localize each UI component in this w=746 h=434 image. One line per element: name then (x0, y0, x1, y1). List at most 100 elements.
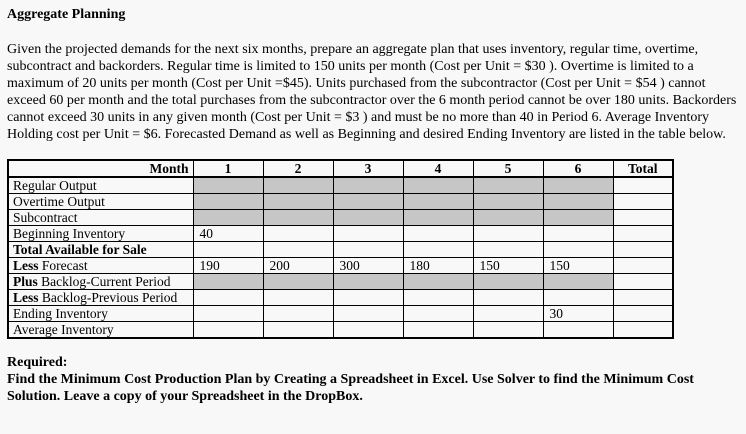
cell-less-forecast-total (612, 257, 674, 274)
cell-regular-output-total (612, 176, 674, 194)
cell-overtime-output-3 (332, 193, 404, 210)
row-label-bold-part: Less (13, 258, 39, 273)
row-label-total-available-for-sale: Total Available for Sale (7, 241, 194, 258)
cell-total-available-for-sale-3 (332, 241, 404, 258)
row-label-bold-part: Plus (13, 274, 38, 289)
cell-subcontract-3 (332, 209, 404, 226)
cell-less-backlog-previous-period-3 (332, 289, 404, 306)
required-label: Required: (7, 355, 68, 370)
cell-subcontract-6 (542, 209, 614, 226)
table-row-plus-backlog-current-period: Plus Backlog-Current Period (7, 273, 674, 290)
cell-plus-backlog-current-period-4 (402, 273, 474, 290)
table-row-regular-output: Regular Output (7, 176, 674, 194)
table-row-beginning-inventory: Beginning Inventory 40 (7, 225, 674, 242)
table-row-subcontract: Subcontract (7, 209, 674, 226)
cell-total-available-for-sale-5 (472, 241, 544, 258)
column-header-2: 2 (262, 159, 334, 178)
cell-plus-backlog-current-period-1 (192, 273, 264, 290)
cell-subcontract-2 (262, 209, 334, 226)
cell-subcontract-5 (472, 209, 544, 226)
row-label-beginning-inventory: Beginning Inventory (7, 225, 194, 242)
cell-total-available-for-sale-2 (262, 241, 334, 258)
cell-plus-backlog-current-period-total (612, 273, 674, 290)
row-label-plus-backlog-current-period: Plus Backlog-Current Period (7, 273, 194, 290)
column-header-1: 1 (192, 159, 264, 178)
cell-average-inventory-6 (542, 321, 614, 339)
cell-ending-inventory-4 (402, 305, 474, 322)
column-header-4: 4 (402, 159, 474, 178)
row-label-regular-output: Regular Output (7, 176, 194, 194)
cell-beginning-inventory-4 (402, 225, 474, 242)
cell-beginning-inventory-1: 40 (192, 225, 264, 242)
cell-regular-output-3 (332, 176, 404, 194)
aggregate-plan-table: Month 1 2 3 4 5 6 Total Regular Output Overtime… (7, 159, 674, 339)
table-row-overtime-output: Overtime Output (7, 193, 674, 210)
cell-less-backlog-previous-period-2 (262, 289, 334, 306)
required-text: Find the Minimum Cost Production Plan by… (7, 372, 694, 404)
cell-overtime-output-6 (542, 193, 614, 210)
cell-beginning-inventory-total (612, 225, 674, 242)
cell-ending-inventory-5 (472, 305, 544, 322)
cell-less-forecast-1: 190 (192, 257, 264, 274)
cell-plus-backlog-current-period-3 (332, 273, 404, 290)
cell-ending-inventory-6: 30 (542, 305, 614, 322)
cell-subcontract-total (612, 209, 674, 226)
cell-average-inventory-2 (262, 321, 334, 339)
row-label-subcontract: Subcontract (7, 209, 194, 226)
cell-overtime-output-1 (192, 193, 264, 210)
cell-average-inventory-4 (402, 321, 474, 339)
cell-overtime-output-2 (262, 193, 334, 210)
cell-total-available-for-sale-total (612, 241, 674, 258)
cell-less-forecast-4: 180 (402, 257, 474, 274)
cell-less-backlog-previous-period-5 (472, 289, 544, 306)
table-row-average-inventory: Average Inventory (7, 321, 674, 339)
cell-less-backlog-previous-period-4 (402, 289, 474, 306)
cell-ending-inventory-3 (332, 305, 404, 322)
page-title: Aggregate Planning (7, 7, 126, 22)
cell-average-inventory-5 (472, 321, 544, 339)
row-label-less-backlog-previous-period: Less Backlog-Previous Period (7, 289, 194, 306)
cell-average-inventory-total (612, 321, 674, 339)
cell-plus-backlog-current-period-2 (262, 273, 334, 290)
cell-plus-backlog-current-period-5 (472, 273, 544, 290)
table-row-less-forecast: Less Forecast 190 200 300 180 150 150 (7, 257, 674, 274)
cell-ending-inventory-2 (262, 305, 334, 322)
row-label-overtime-output: Overtime Output (7, 193, 194, 210)
cell-average-inventory-3 (332, 321, 404, 339)
cell-regular-output-1 (192, 176, 264, 194)
cell-less-forecast-5: 150 (472, 257, 544, 274)
row-label-less-forecast: Less Forecast (7, 257, 194, 274)
cell-beginning-inventory-2 (262, 225, 334, 242)
row-label-bold-part: Total Available for Sale (13, 242, 147, 257)
cell-less-forecast-3: 300 (332, 257, 404, 274)
table-body: Regular Output Overtime Output Subcontract… (7, 176, 674, 339)
cell-beginning-inventory-6 (542, 225, 614, 242)
cell-overtime-output-total (612, 193, 674, 210)
cell-less-backlog-previous-period-1 (192, 289, 264, 306)
table-row-ending-inventory: Ending Inventory 30 (7, 305, 674, 322)
cell-beginning-inventory-5 (472, 225, 544, 242)
column-header-5: 5 (472, 159, 544, 178)
cell-less-forecast-2: 200 (262, 257, 334, 274)
month-header-cell: Month (7, 159, 194, 178)
cell-subcontract-4 (402, 209, 474, 226)
row-label-average-inventory: Average Inventory (7, 321, 194, 339)
cell-less-forecast-6: 150 (542, 257, 614, 274)
cell-beginning-inventory-3 (332, 225, 404, 242)
cell-less-backlog-previous-period-6 (542, 289, 614, 306)
column-header-6: 6 (542, 159, 614, 178)
cell-overtime-output-4 (402, 193, 474, 210)
table-row-total-available-for-sale: Total Available for Sale (7, 241, 674, 258)
problem-description: Given the projected demands for the next… (7, 42, 737, 142)
column-header-3: 3 (332, 159, 404, 178)
column-header-total: Total (612, 159, 674, 178)
cell-regular-output-2 (262, 176, 334, 194)
table-row-less-backlog-previous-period: Less Backlog-Previous Period (7, 289, 674, 306)
row-label-ending-inventory: Ending Inventory (7, 305, 194, 322)
cell-total-available-for-sale-4 (402, 241, 474, 258)
cell-less-backlog-previous-period-total (612, 289, 674, 306)
cell-average-inventory-1 (192, 321, 264, 339)
table-header-row: Month 1 2 3 4 5 6 Total (7, 159, 674, 178)
required-section: Required: Find the Minimum Cost Producti… (7, 354, 746, 405)
